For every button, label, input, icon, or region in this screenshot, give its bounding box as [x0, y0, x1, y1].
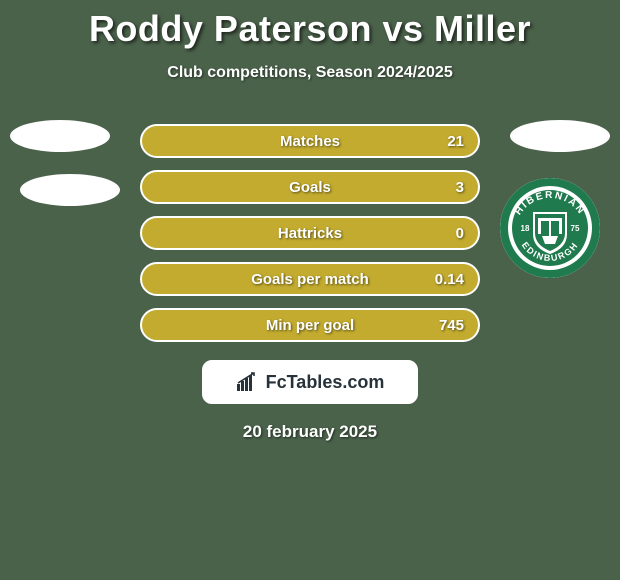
stat-label: Min per goal	[142, 317, 478, 334]
stat-row: Goals per match 0.14	[140, 262, 480, 296]
stat-value: 3	[456, 179, 464, 196]
player-photo-left-2	[20, 174, 120, 206]
source-logo-text: FcTables.com	[266, 372, 385, 393]
stat-value: 0	[456, 225, 464, 242]
stat-label: Goals	[142, 179, 478, 196]
stat-row: Goals 3	[140, 170, 480, 204]
subtitle: Club competitions, Season 2024/2025	[0, 64, 620, 82]
player-photo-left-1	[10, 120, 110, 152]
stat-label: Goals per match	[142, 271, 478, 288]
stat-label: Matches	[142, 133, 478, 150]
stat-value: 21	[447, 133, 464, 150]
club-crest: HIBERNIAN EDINBURGH 18 75	[500, 178, 600, 278]
crest-svg: HIBERNIAN EDINBURGH 18 75	[500, 178, 600, 278]
stat-row: Hattricks 0	[140, 216, 480, 250]
stat-row: Min per goal 745	[140, 308, 480, 342]
stat-row: Matches 21	[140, 124, 480, 158]
date-text: 20 february 2025	[0, 422, 620, 442]
source-logo: FcTables.com	[202, 360, 418, 404]
svg-text:75: 75	[571, 224, 580, 233]
stat-label: Hattricks	[142, 225, 478, 242]
stat-value: 0.14	[435, 271, 464, 288]
stat-value: 745	[439, 317, 464, 334]
player-photo-right-1	[510, 120, 610, 152]
stats-list: Matches 21 Goals 3 Hattricks 0 Goals per…	[140, 124, 480, 342]
svg-text:18: 18	[521, 224, 530, 233]
page-title: Roddy Paterson vs Miller	[0, 0, 620, 50]
bars-icon	[236, 372, 260, 392]
